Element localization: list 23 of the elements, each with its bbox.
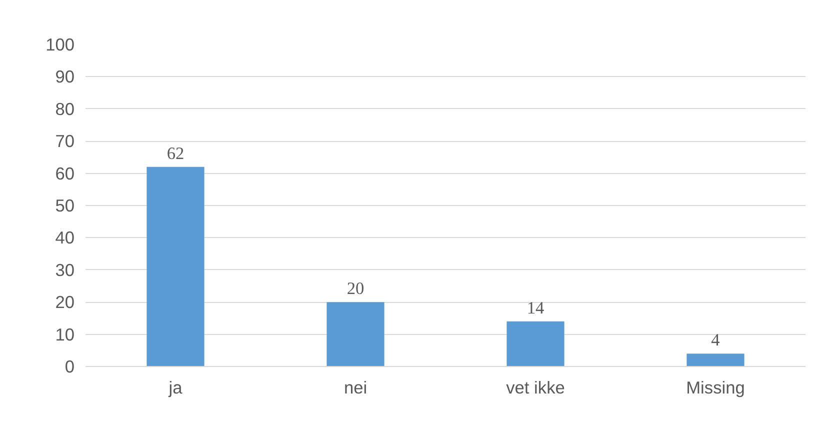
data-label: 14 xyxy=(526,298,544,318)
y-tick-label: 70 xyxy=(55,131,75,152)
x-tick-label: nei xyxy=(344,378,368,398)
data-label: 62 xyxy=(166,144,184,163)
y-tick-label: 50 xyxy=(55,196,75,216)
y-tick-label: 60 xyxy=(55,163,75,184)
y-tick-label: 20 xyxy=(55,292,75,312)
data-label: 20 xyxy=(346,279,364,298)
y-tick-label: 40 xyxy=(55,228,75,248)
y-tick-label: 100 xyxy=(46,34,75,54)
y-tick-label: 90 xyxy=(55,66,75,87)
y-tick-label: 30 xyxy=(55,260,75,280)
data-label: 4 xyxy=(711,330,720,350)
y-tick-label: 0 xyxy=(64,356,75,376)
bar xyxy=(686,354,744,366)
x-tick-label: vet ikke xyxy=(506,378,565,398)
x-tick-label: ja xyxy=(168,378,183,398)
y-tick-label: 10 xyxy=(55,324,75,344)
bar xyxy=(506,321,564,366)
bar xyxy=(146,166,204,366)
x-tick-label: Missing xyxy=(686,378,745,398)
y-tick-label: 80 xyxy=(55,98,75,119)
bar xyxy=(326,302,384,366)
